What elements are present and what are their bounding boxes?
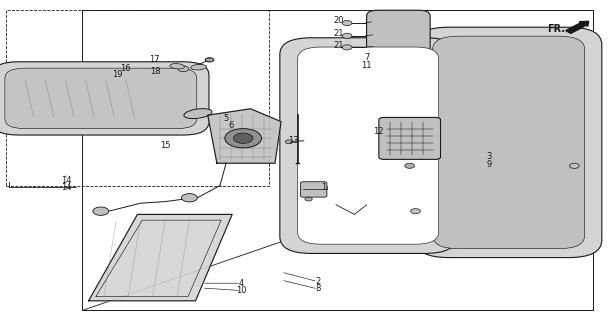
FancyBboxPatch shape: [5, 68, 197, 129]
FancyArrow shape: [566, 21, 588, 33]
Circle shape: [181, 194, 197, 202]
Circle shape: [93, 207, 109, 215]
FancyBboxPatch shape: [379, 117, 441, 159]
Text: 8: 8: [315, 284, 320, 293]
Text: 13: 13: [288, 136, 299, 145]
Circle shape: [225, 129, 262, 148]
Text: FR.: FR.: [547, 24, 565, 34]
Circle shape: [411, 209, 420, 214]
Ellipse shape: [170, 64, 185, 69]
FancyBboxPatch shape: [0, 62, 209, 135]
Ellipse shape: [184, 108, 212, 119]
Text: 10: 10: [236, 286, 247, 295]
Text: 6: 6: [229, 121, 233, 130]
Circle shape: [405, 163, 414, 168]
Text: 20: 20: [334, 16, 345, 25]
Text: 19: 19: [112, 70, 123, 79]
Circle shape: [569, 163, 579, 168]
FancyBboxPatch shape: [301, 182, 327, 197]
Text: 12: 12: [373, 127, 384, 136]
Text: 18: 18: [150, 67, 161, 76]
Text: 9: 9: [486, 160, 491, 169]
Text: 15: 15: [159, 141, 170, 150]
Ellipse shape: [191, 64, 207, 70]
Text: 14: 14: [60, 176, 71, 185]
Text: 21: 21: [334, 41, 345, 50]
Polygon shape: [208, 109, 281, 163]
Text: 3: 3: [486, 152, 491, 161]
FancyBboxPatch shape: [433, 36, 585, 249]
Circle shape: [205, 58, 214, 62]
Text: 5: 5: [224, 114, 229, 123]
Text: 21: 21: [334, 29, 345, 38]
Circle shape: [233, 133, 253, 143]
Text: 7: 7: [364, 53, 369, 62]
FancyBboxPatch shape: [367, 10, 430, 211]
Circle shape: [342, 33, 352, 38]
Text: 2: 2: [315, 277, 320, 286]
Polygon shape: [89, 214, 232, 301]
Text: 11: 11: [361, 61, 372, 70]
FancyBboxPatch shape: [415, 27, 602, 258]
Circle shape: [342, 20, 352, 26]
Text: 4: 4: [239, 279, 244, 288]
Text: 1: 1: [321, 183, 326, 192]
Circle shape: [178, 66, 189, 72]
Text: 16: 16: [120, 64, 131, 73]
FancyBboxPatch shape: [280, 38, 456, 253]
Circle shape: [285, 140, 293, 144]
Circle shape: [305, 197, 312, 201]
Text: 14: 14: [60, 183, 71, 192]
Circle shape: [342, 45, 352, 50]
Text: 17: 17: [149, 55, 160, 64]
FancyBboxPatch shape: [298, 47, 439, 244]
